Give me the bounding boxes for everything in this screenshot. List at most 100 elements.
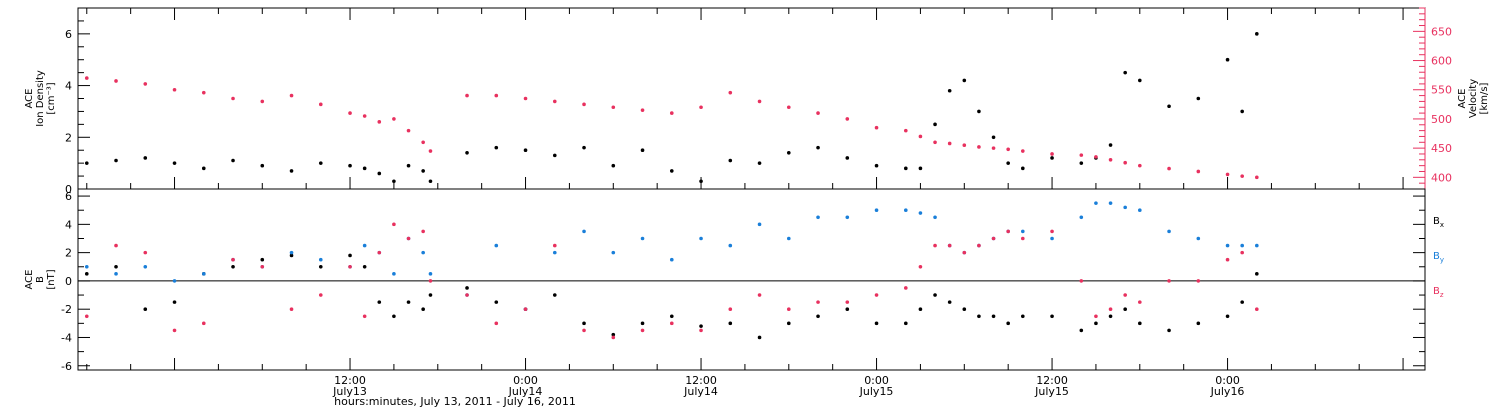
density-point xyxy=(640,148,645,153)
bx-point xyxy=(1079,328,1084,333)
density-point xyxy=(977,109,981,114)
velocity-point xyxy=(977,145,981,149)
velocity-point xyxy=(699,105,703,110)
by-point xyxy=(1255,243,1259,248)
density-point xyxy=(201,166,206,171)
density-point xyxy=(172,161,177,165)
velocity-point xyxy=(640,108,645,112)
bz-point xyxy=(523,307,528,311)
bz-point xyxy=(318,293,323,297)
bz-point xyxy=(874,293,879,297)
velocity-point xyxy=(494,93,499,98)
velocity-point xyxy=(465,93,469,98)
bz-point xyxy=(552,243,557,248)
bz-point xyxy=(114,243,118,248)
by-point xyxy=(786,236,791,241)
bz-point xyxy=(947,243,952,248)
velocity-point xyxy=(114,79,118,83)
by-point xyxy=(84,264,89,269)
by-point xyxy=(1079,215,1084,220)
density-point xyxy=(1225,57,1230,62)
x-tick-date-label: July13 xyxy=(332,385,367,398)
density-point xyxy=(289,169,294,173)
density-tick-label: 2 xyxy=(65,131,72,144)
x-axis-title: hours:minutes, July 13, 2011 - July 16, … xyxy=(334,395,576,408)
density-tick-label: 4 xyxy=(65,80,72,93)
density-point xyxy=(84,161,89,165)
bz-point xyxy=(421,229,425,234)
density-point xyxy=(786,151,791,155)
bx-point xyxy=(1240,300,1244,304)
bz-point xyxy=(406,236,411,241)
bz-point xyxy=(143,250,148,255)
density-point xyxy=(991,135,996,140)
density-point xyxy=(143,156,148,160)
velocity-point xyxy=(1108,158,1113,162)
bx-point xyxy=(933,293,937,297)
density-point xyxy=(362,166,367,171)
velocity-point xyxy=(1123,160,1127,165)
bx-point xyxy=(962,307,967,311)
density-point xyxy=(1108,143,1113,147)
by-point xyxy=(611,250,616,255)
density-point xyxy=(392,179,396,184)
by-point xyxy=(201,272,206,276)
bz-point xyxy=(201,321,206,326)
by-point xyxy=(392,272,396,276)
density-point xyxy=(611,163,616,168)
by-point xyxy=(1050,236,1054,241)
velocity-point xyxy=(231,96,235,101)
bx-point xyxy=(494,300,499,304)
x-tick-date-label: July15 xyxy=(1034,385,1069,398)
velocity-axis-label: ACE Velocity [km/s] xyxy=(1457,79,1490,118)
density-point xyxy=(962,78,967,83)
bx-point xyxy=(406,300,411,304)
legend-bz: Bz xyxy=(1433,286,1444,299)
bx-point xyxy=(289,253,294,258)
bz-point xyxy=(428,279,433,283)
by-point xyxy=(728,243,733,248)
velocity-point xyxy=(1079,153,1084,157)
bx-point xyxy=(947,300,952,304)
velocity-tick-label: 600 xyxy=(1431,55,1452,68)
velocity-point xyxy=(201,90,206,95)
by-point xyxy=(362,243,367,248)
density-point xyxy=(260,163,265,168)
density-point xyxy=(874,163,879,168)
field-axis-label-line: ACE xyxy=(24,270,35,290)
by-point xyxy=(494,243,499,248)
bz-point xyxy=(611,335,616,340)
velocity-point xyxy=(918,134,923,139)
field-tick-label: 4 xyxy=(65,218,72,231)
velocity-point xyxy=(172,87,177,92)
velocity-point xyxy=(318,102,323,107)
by-point xyxy=(1225,243,1230,248)
density-point xyxy=(114,158,118,163)
velocity-point xyxy=(406,128,411,133)
velocity-point xyxy=(143,82,148,86)
by-point xyxy=(816,215,820,220)
bz-point xyxy=(786,307,791,311)
by-point xyxy=(289,250,294,255)
density-point xyxy=(1006,161,1010,165)
bz-point xyxy=(1255,307,1259,311)
x-tick-time-label: 12:00 xyxy=(685,374,717,387)
density-point xyxy=(552,153,557,158)
velocity-point xyxy=(377,120,382,124)
velocity-point xyxy=(962,143,967,148)
density-point xyxy=(1167,104,1171,109)
bz-point xyxy=(260,264,265,269)
by-point xyxy=(582,229,586,234)
bx-point xyxy=(1094,321,1098,326)
bx-point xyxy=(392,314,396,319)
bx-point xyxy=(260,257,265,262)
by-point xyxy=(640,236,645,241)
bz-point xyxy=(1108,307,1113,311)
bx-point xyxy=(1050,314,1054,319)
bz-point xyxy=(903,286,908,290)
bz-point xyxy=(1138,300,1142,304)
bz-point xyxy=(1006,229,1010,234)
bz-point xyxy=(699,328,703,333)
bx-point xyxy=(362,264,367,269)
